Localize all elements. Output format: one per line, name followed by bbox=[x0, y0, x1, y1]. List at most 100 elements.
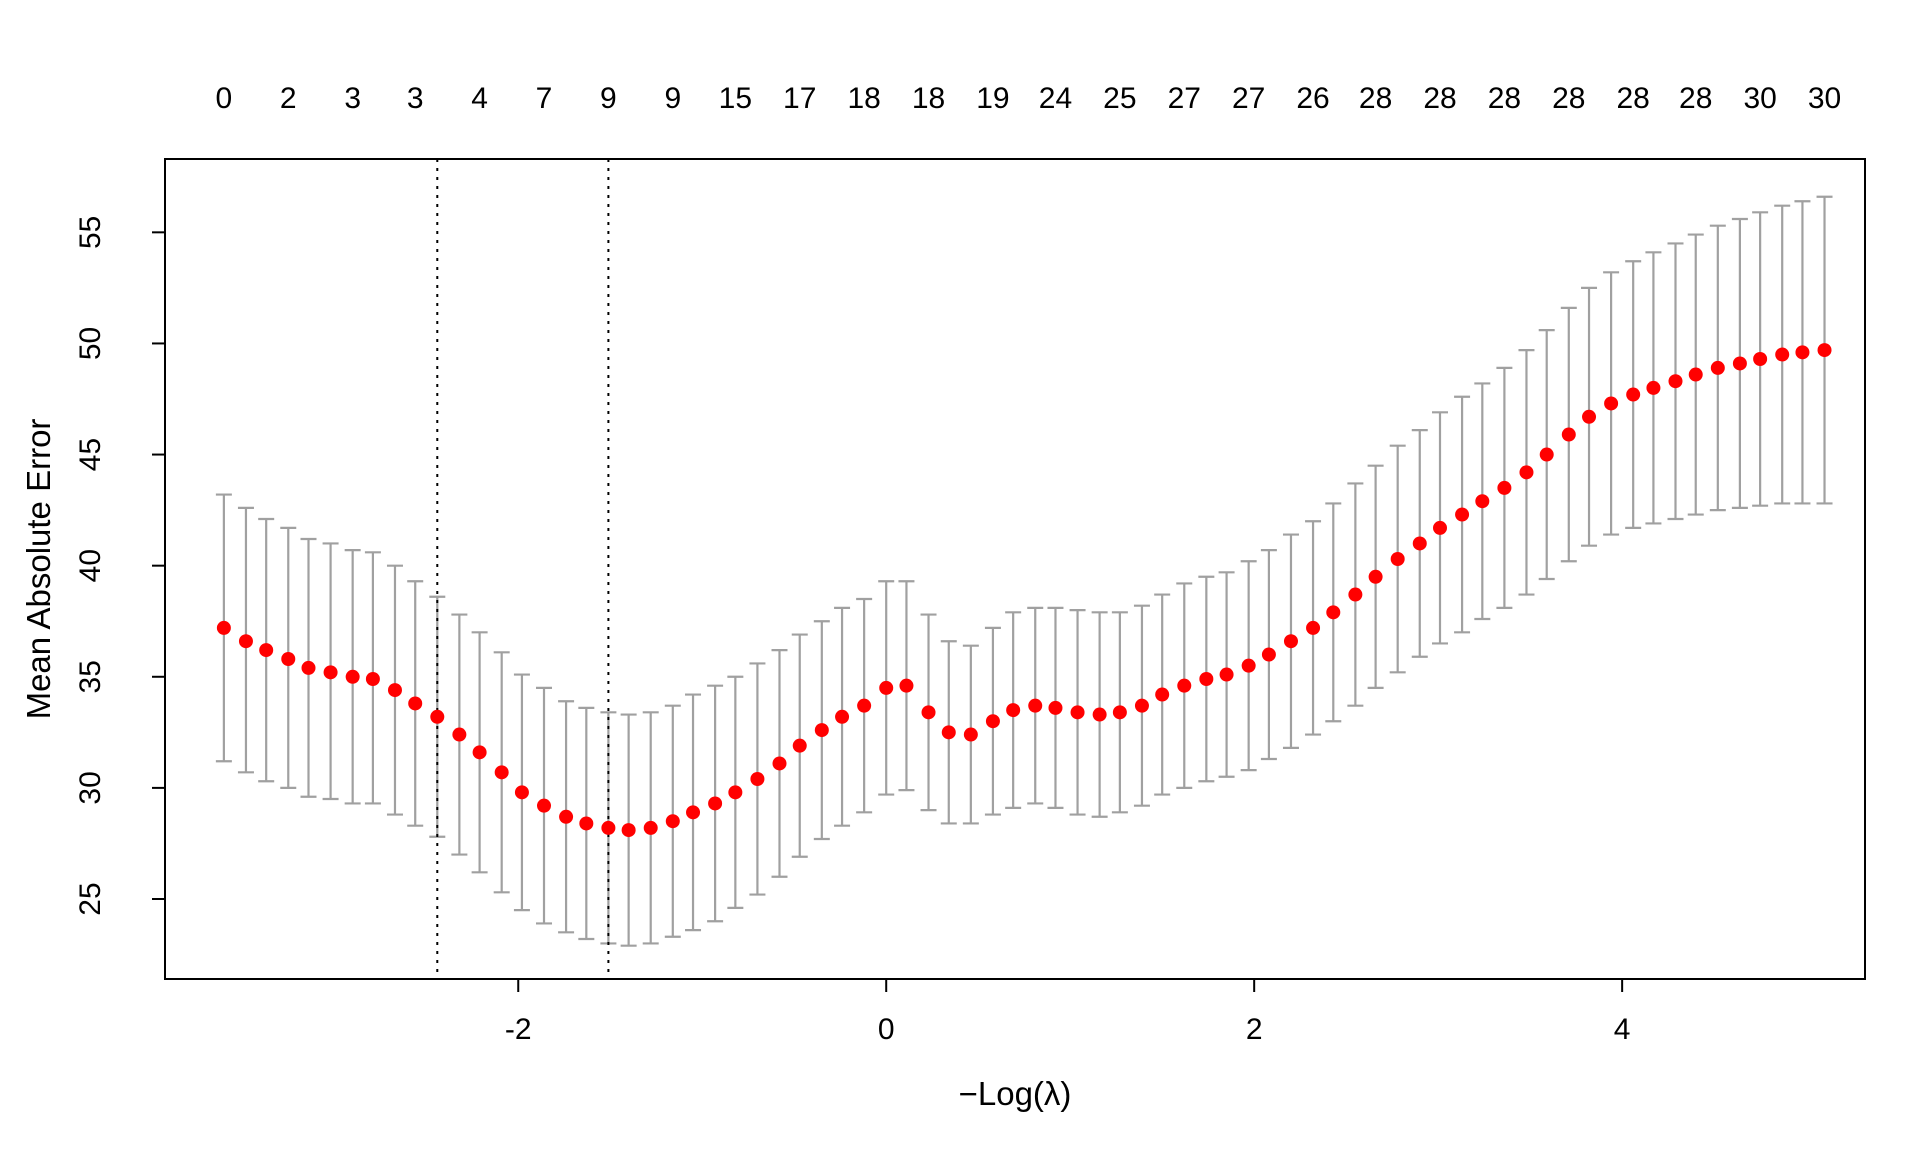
data-point bbox=[1497, 480, 1512, 495]
y-tick-label: 50 bbox=[74, 327, 107, 360]
data-point bbox=[1732, 356, 1747, 371]
data-point bbox=[387, 683, 402, 698]
top-axis-nonzero-count-label: 4 bbox=[471, 82, 488, 115]
data-point bbox=[643, 820, 658, 835]
data-point bbox=[514, 785, 529, 800]
data-point bbox=[857, 698, 872, 713]
data-point bbox=[772, 756, 787, 771]
top-axis-nonzero-count-label: 15 bbox=[719, 82, 752, 115]
x-tick-label: 4 bbox=[1614, 1013, 1631, 1046]
data-point bbox=[1412, 536, 1427, 551]
data-point bbox=[1261, 647, 1276, 662]
top-axis-nonzero-count-label: 19 bbox=[976, 82, 1009, 115]
x-tick-label: 0 bbox=[878, 1013, 895, 1046]
top-axis-nonzero-count-label: 18 bbox=[912, 82, 945, 115]
top-axis-nonzero-count-label: 28 bbox=[1359, 82, 1392, 115]
data-point bbox=[1688, 367, 1703, 382]
data-point bbox=[408, 696, 423, 711]
data-point bbox=[472, 745, 487, 760]
data-point bbox=[814, 723, 829, 738]
y-tick-label: 55 bbox=[74, 216, 107, 249]
data-point bbox=[835, 709, 850, 724]
data-point bbox=[1455, 507, 1470, 522]
data-point bbox=[1112, 705, 1127, 720]
data-point bbox=[621, 823, 636, 838]
data-point bbox=[1134, 698, 1149, 713]
data-point bbox=[1177, 678, 1192, 693]
data-point bbox=[1646, 380, 1661, 395]
data-point bbox=[1817, 343, 1832, 358]
top-axis-nonzero-count-label: 28 bbox=[1552, 82, 1585, 115]
data-point bbox=[1753, 352, 1768, 366]
y-tick-label: 35 bbox=[74, 660, 107, 693]
data-point bbox=[216, 620, 231, 635]
data-point bbox=[494, 765, 509, 780]
data-point bbox=[1519, 465, 1534, 480]
y-tick-label: 25 bbox=[74, 882, 107, 915]
top-axis-nonzero-count-label: 24 bbox=[1039, 82, 1072, 115]
top-axis-nonzero-count-label: 2 bbox=[280, 82, 297, 115]
data-point bbox=[365, 672, 380, 686]
data-point bbox=[259, 643, 274, 658]
top-axis-nonzero-count-label: 17 bbox=[783, 82, 816, 115]
top-axis-nonzero-count-label: 25 bbox=[1103, 82, 1136, 115]
data-point bbox=[708, 796, 723, 811]
top-axis-nonzero-count-label: 9 bbox=[600, 82, 617, 115]
y-tick-label: 30 bbox=[74, 771, 107, 804]
data-point bbox=[1283, 634, 1298, 649]
y-axis-title: Mean Absolute Error bbox=[20, 419, 57, 720]
data-point bbox=[559, 809, 574, 824]
top-axis-nonzero-count-label: 9 bbox=[664, 82, 681, 115]
data-point bbox=[1348, 587, 1363, 602]
data-point bbox=[1626, 387, 1641, 402]
x-axis-title: −Log(λ) bbox=[959, 1075, 1072, 1112]
data-point bbox=[899, 678, 914, 693]
data-point bbox=[323, 665, 338, 680]
data-point bbox=[1390, 552, 1405, 566]
data-point bbox=[452, 727, 467, 742]
x-tick-label: -2 bbox=[505, 1013, 532, 1046]
data-point bbox=[985, 714, 1000, 729]
data-point bbox=[1028, 698, 1043, 713]
data-point bbox=[1433, 520, 1447, 535]
top-axis-nonzero-count-label: 28 bbox=[1488, 82, 1521, 115]
top-axis-nonzero-count-label: 28 bbox=[1679, 82, 1712, 115]
data-point bbox=[1092, 707, 1107, 722]
data-point bbox=[1241, 658, 1256, 673]
data-point bbox=[921, 705, 936, 720]
plot-frame bbox=[164, 158, 1866, 980]
data-point bbox=[345, 669, 360, 684]
data-point bbox=[1306, 620, 1321, 635]
y-tick-label: 45 bbox=[74, 438, 107, 471]
data-point bbox=[1582, 409, 1597, 424]
data-point bbox=[537, 798, 552, 813]
top-axis-nonzero-count-label: 27 bbox=[1232, 82, 1265, 115]
top-axis-nonzero-count-label: 7 bbox=[536, 82, 553, 115]
data-point bbox=[1668, 374, 1683, 389]
data-point bbox=[430, 709, 445, 724]
data-point bbox=[1048, 700, 1063, 715]
top-axis-nonzero-count-label: 30 bbox=[1743, 82, 1776, 115]
top-axis-nonzero-count-label: 18 bbox=[847, 82, 880, 115]
data-point bbox=[1795, 345, 1810, 360]
top-axis-nonzero-count-label: 0 bbox=[216, 82, 233, 115]
data-point bbox=[1710, 360, 1725, 375]
data-point bbox=[963, 727, 978, 742]
data-point bbox=[601, 820, 616, 835]
top-axis-nonzero-count-label: 28 bbox=[1423, 82, 1456, 115]
data-point bbox=[1219, 667, 1234, 682]
top-axis-nonzero-count-label: 3 bbox=[407, 82, 424, 115]
data-point bbox=[879, 680, 894, 695]
data-point bbox=[728, 785, 743, 800]
data-point bbox=[301, 660, 316, 675]
data-point bbox=[1070, 705, 1085, 720]
data-point bbox=[1199, 672, 1214, 686]
data-point bbox=[665, 814, 680, 829]
data-point bbox=[1561, 427, 1576, 442]
top-axis-nonzero-count-label: 30 bbox=[1808, 82, 1841, 115]
top-axis-nonzero-count-label: 28 bbox=[1616, 82, 1649, 115]
data-point bbox=[792, 738, 807, 753]
top-axis-nonzero-count-label: 26 bbox=[1296, 82, 1329, 115]
